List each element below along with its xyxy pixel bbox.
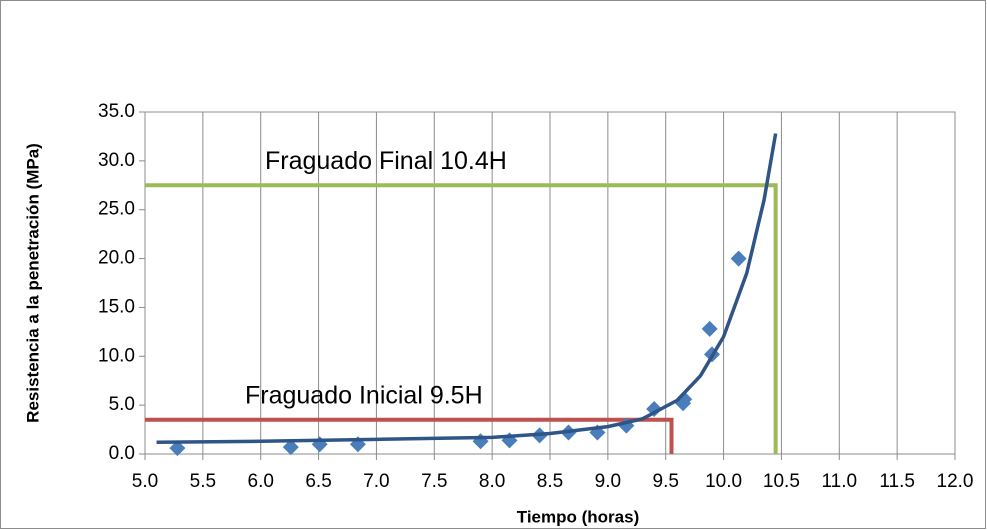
trend-line xyxy=(156,133,778,445)
y-tick-label: 0.0 xyxy=(109,443,135,464)
annotation: Fraguado Final 10.4H xyxy=(265,147,507,175)
y-tick-label: 20.0 xyxy=(98,248,135,269)
y-tick-label: 5.0 xyxy=(109,394,135,415)
x-tick-label: 9.5 xyxy=(653,471,679,492)
x-tick-label: 8.0 xyxy=(479,471,505,492)
x-tick-label: 10.5 xyxy=(763,471,800,492)
x-tick-label: 6.0 xyxy=(248,471,274,492)
y-axis-label: Resistencia a la penetración (MPa) xyxy=(23,143,42,423)
reference-line xyxy=(145,417,674,454)
point xyxy=(282,439,299,456)
x-tick-label: 6.5 xyxy=(305,471,331,492)
x-tick-label: 5.0 xyxy=(132,471,158,492)
y-tick-label: 30.0 xyxy=(98,150,135,171)
x-tick-label: 7.5 xyxy=(421,471,447,492)
reference-line xyxy=(145,183,778,454)
x-axis-label: Tiempo (horas) xyxy=(517,507,639,526)
y-tick-label: 10.0 xyxy=(98,345,135,366)
x-tick-label: 7.0 xyxy=(363,471,389,492)
y-tick-label: 35.0 xyxy=(98,101,135,122)
x-tick-label: 9.0 xyxy=(595,471,621,492)
x-tick-label: 12.0 xyxy=(937,471,974,492)
y-tick-label: 25.0 xyxy=(98,199,135,220)
point xyxy=(730,250,747,267)
x-tick-label: 5.5 xyxy=(190,471,216,492)
x-tick-label: 11.5 xyxy=(879,471,915,492)
x-tick-label: 11.0 xyxy=(821,471,857,492)
x-tick-label: 10.0 xyxy=(705,471,742,492)
point xyxy=(169,440,186,457)
point xyxy=(701,320,718,337)
annotation: Fraguado Inicial 9.5H xyxy=(245,381,483,409)
y-tick-label: 15.0 xyxy=(98,296,135,317)
x-tick-label: 8.5 xyxy=(537,471,563,492)
